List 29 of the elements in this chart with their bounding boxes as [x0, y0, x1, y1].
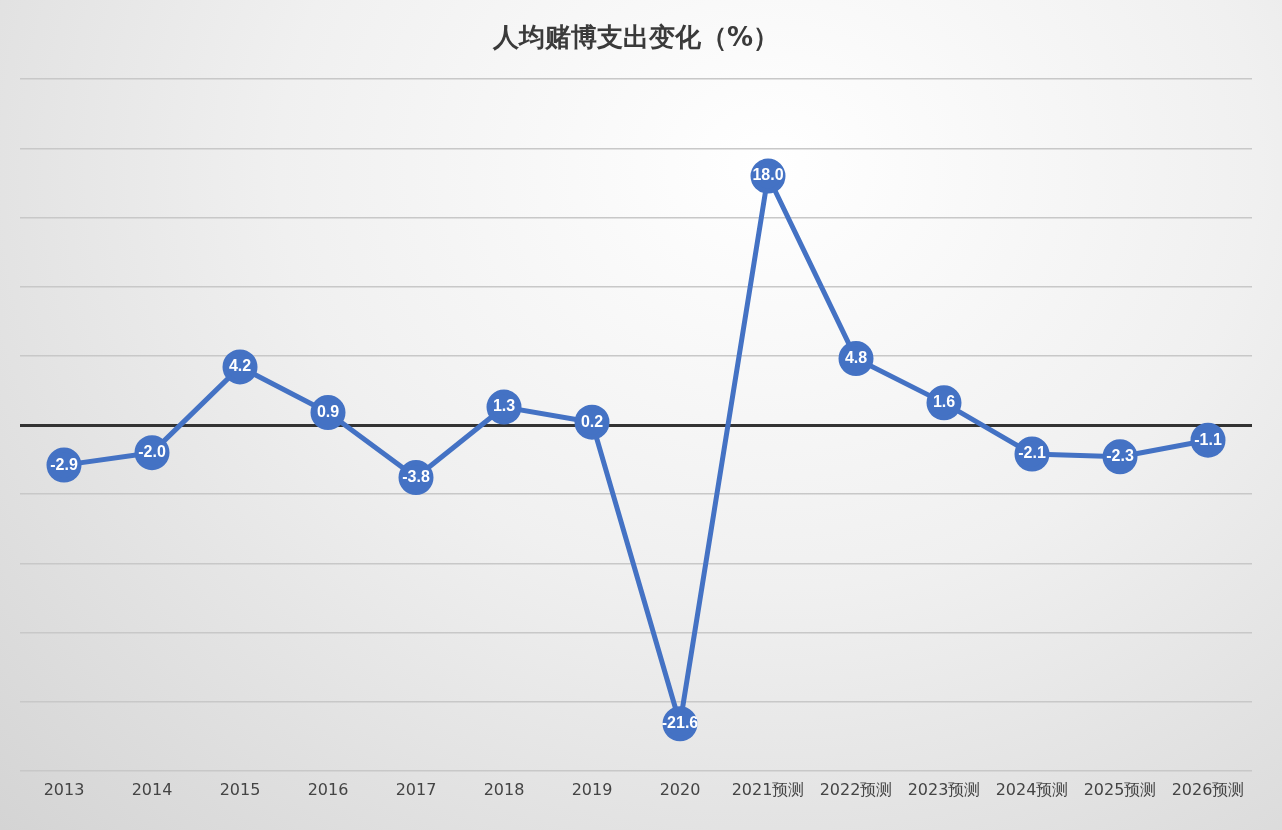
- x-tick-label: 2016: [307, 779, 349, 799]
- x-tick-label: 2019: [571, 779, 613, 799]
- x-tick-label: 2024预测: [995, 779, 1069, 799]
- chart-title: 人均赌博支出变化（%）: [491, 22, 780, 53]
- x-tick-label: 2018: [483, 779, 525, 799]
- data-label: -2.1: [1018, 444, 1046, 462]
- data-label: 4.2: [228, 357, 252, 375]
- data-label: 1.3: [492, 397, 516, 415]
- data-label: 0.9: [316, 402, 340, 420]
- x-tick-label: 2017: [395, 779, 437, 799]
- x-tick-label: 2020: [659, 779, 701, 799]
- x-tick-label: 2014: [131, 779, 173, 799]
- data-label: -21.6: [661, 714, 699, 732]
- x-tick-label: 2021预测: [731, 779, 805, 799]
- data-label: 1.6: [932, 393, 956, 411]
- data-label: -2.3: [1106, 447, 1134, 465]
- data-label: 0.2: [580, 412, 604, 430]
- x-tick-label: 2025预测: [1083, 779, 1157, 799]
- x-tick-label: 2015: [219, 779, 261, 799]
- x-tick-label: 2023预测: [907, 779, 981, 799]
- data-label: -3.8: [402, 467, 430, 485]
- data-label: 4.8: [844, 349, 868, 367]
- x-tick-label: 2022预测: [819, 779, 893, 799]
- x-tick-label: 2013: [43, 779, 85, 799]
- x-tick-label: 2026预测: [1171, 779, 1245, 799]
- data-label: -2.0: [138, 443, 166, 461]
- data-label: 18.0: [752, 166, 784, 184]
- data-label: -1.1: [1194, 430, 1222, 448]
- data-label: -2.9: [50, 455, 78, 473]
